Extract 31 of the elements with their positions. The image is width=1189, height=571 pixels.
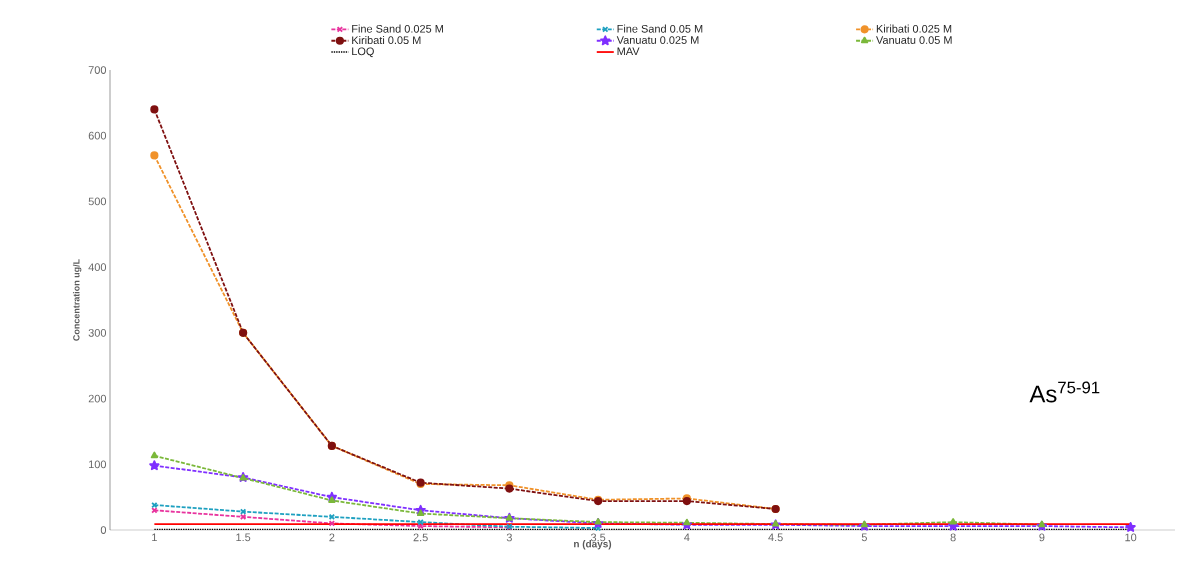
- legend-label: Vanuatu 0.025 M: [616, 36, 699, 44]
- x-tick-label: 8: [950, 533, 956, 542]
- x-tick-label: 5: [861, 533, 867, 542]
- y-tick-label: 300: [88, 328, 107, 337]
- y-tick-label: 600: [88, 131, 107, 140]
- y-tick-label: 400: [88, 263, 107, 272]
- x-tick-label: 1.5: [236, 533, 251, 542]
- legend-label: Fine Sand 0.05 M: [617, 24, 703, 33]
- legend-label: Kiribati 0.05 M: [352, 36, 421, 45]
- y-tick-label: 500: [88, 197, 107, 206]
- y-tick-label: 100: [89, 460, 107, 469]
- legend-label: Vanuatu 0.05 M: [876, 36, 952, 44]
- y-tick-label: 0: [100, 526, 107, 534]
- x-tick-label: 2: [329, 533, 335, 542]
- x-axis-title: n (days): [574, 540, 612, 550]
- x-tick-label: 1: [152, 533, 157, 542]
- annotation: As$^{75-91}$: [1029, 381, 1100, 403]
- y-axis-title: Concentration ug/L: [72, 259, 82, 341]
- legend-label: Fine Sand 0.025 M: [352, 24, 443, 33]
- x-tick-label: 3.5: [590, 533, 606, 542]
- legend-label: MAV: [617, 47, 640, 56]
- x-tick-label: 10: [1125, 533, 1137, 542]
- x-tick-label: 2.5: [413, 533, 428, 542]
- legend-label: LOQ: [352, 47, 374, 58]
- legend-label: Kiribati 0.025 M: [876, 24, 952, 33]
- x-tick-label: 3: [506, 533, 512, 542]
- x-tick-label: 9: [1039, 533, 1045, 542]
- y-tick-label: 200: [88, 394, 107, 403]
- y-tick-label: 700: [88, 66, 107, 74]
- x-tick-label: 4.5: [768, 533, 783, 542]
- x-tick-label: 4: [684, 533, 690, 542]
